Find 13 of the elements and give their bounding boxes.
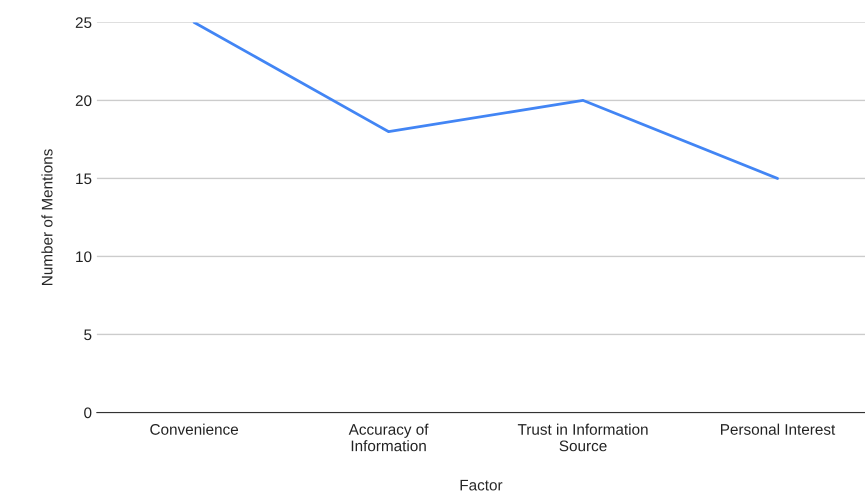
y-tick-label: 15: [76, 173, 92, 184]
x-tick-label: Convenience: [150, 424, 238, 435]
y-axis-title: Number of Mentions: [41, 149, 53, 285]
x-tick-label: Accuracy of Information: [348, 424, 429, 452]
x-tick-label: Trust in Information Source: [518, 424, 648, 452]
y-tick-label: 10: [76, 251, 92, 262]
y-tick-label: 20: [76, 95, 92, 106]
y-tick-label: 0: [84, 407, 92, 418]
y-tick-label: 25: [76, 17, 92, 28]
line-series: [192, 22, 779, 180]
x-tick-label: Personal Interest: [721, 424, 836, 435]
x-axis-title: Factor: [460, 480, 502, 491]
y-tick-label: 5: [84, 330, 92, 340]
